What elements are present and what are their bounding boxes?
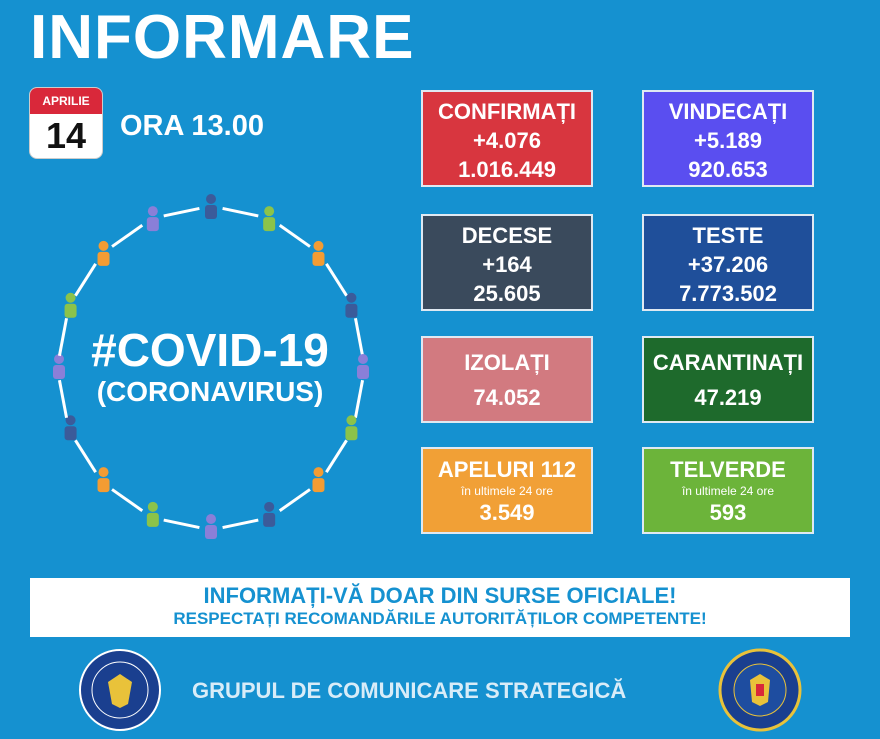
stat-delta: +37.206	[687, 252, 769, 277]
stat-label: APELURI 112	[437, 457, 577, 482]
stat-total: 3.549	[479, 500, 535, 525]
dsu-logo	[718, 648, 802, 732]
stat-total: 920.653	[688, 157, 768, 182]
banner-line-2: RESPECTAȚI RECOMANDĂRILE AUTORITĂȚILOR C…	[173, 609, 707, 628]
person-icon	[64, 292, 77, 318]
stat-label: TESTE	[692, 223, 764, 248]
arrow-icon	[57, 379, 69, 419]
person-icon	[205, 514, 217, 539]
arrow-icon	[222, 518, 259, 530]
stat-delta: +164	[482, 252, 532, 277]
person-icon	[312, 467, 325, 493]
arrow-icon	[353, 379, 365, 419]
footer-text: GRUPUL DE COMUNICARE STRATEGICĂ	[192, 678, 627, 703]
person-icon	[53, 354, 65, 379]
stat-box-carantina-i: CARANTINAȚI 47.219	[642, 336, 814, 423]
arrow-icon	[163, 206, 200, 218]
government-logo	[79, 649, 161, 731]
stat-label: IZOLAȚI	[464, 350, 550, 375]
covid-heading: #COVID-19 (CORONAVIRUS)	[60, 325, 360, 409]
person-icon	[146, 501, 159, 527]
stat-delta: +5.189	[694, 128, 762, 153]
stat-total: 74.052	[473, 385, 541, 410]
arrow-icon	[74, 439, 97, 473]
stat-delta: +4.076	[473, 128, 541, 153]
arrow-icon	[325, 439, 348, 473]
stat-total: 593	[709, 500, 747, 525]
stat-box-izola-i: IZOLAȚI 74.052	[421, 336, 593, 423]
arrow-icon	[163, 518, 200, 530]
arrow-icon	[111, 224, 144, 248]
person-icon	[97, 467, 110, 493]
person-icon	[312, 240, 325, 266]
time-label: ORA 13.00	[120, 110, 264, 142]
person-icon	[345, 292, 358, 318]
person-icon	[205, 194, 217, 219]
covid-hashtag: #COVID-19	[91, 324, 329, 376]
covid-subtitle: (CORONAVIRUS)	[96, 376, 324, 407]
stat-total: 47.219	[694, 385, 762, 410]
person-icon	[97, 240, 110, 266]
arrow-icon	[353, 317, 365, 357]
stat-box-apeluri-112: APELURI 112 în ultimele 24 ore 3.549	[421, 447, 593, 534]
person-icon	[263, 206, 276, 232]
calendar-month: APRILIE	[30, 88, 102, 114]
stat-label: TELVERDE	[670, 457, 786, 482]
stat-note: în ultimele 24 ore	[460, 484, 554, 498]
person-icon	[345, 415, 358, 441]
stat-label: VINDECAȚI	[668, 99, 788, 124]
stat-box-teste: TESTE +37.206 7.773.502	[642, 214, 814, 311]
arrow-icon	[222, 206, 259, 218]
stat-note: în ultimele 24 ore	[681, 484, 775, 498]
person-icon	[263, 501, 276, 527]
page-title: INFORMARE	[30, 3, 415, 72]
arrow-icon	[325, 263, 348, 297]
stat-box-decese: DECESE +164 25.605	[421, 214, 593, 311]
arrow-icon	[278, 488, 311, 512]
people-ring-illustration	[53, 194, 369, 539]
arrow-icon	[111, 488, 144, 512]
stat-box-confirma-i: CONFIRMAȚI +4.076 1.016.449	[421, 90, 593, 187]
arrow-icon	[57, 317, 69, 357]
banner-line-1: INFORMAȚI-VĂ DOAR DIN SURSE OFICIALE!	[203, 583, 677, 608]
stat-total: 1.016.449	[458, 157, 556, 182]
stat-total: 25.605	[473, 281, 541, 306]
stat-label: CARANTINAȚI	[652, 350, 804, 375]
calendar-day: 14	[45, 115, 87, 156]
calendar-icon: APRILIE 14	[29, 87, 103, 159]
person-icon	[64, 415, 77, 441]
stat-box-telverde: TELVERDE în ultimele 24 ore 593	[642, 447, 814, 534]
arrow-icon	[74, 263, 97, 297]
person-icon	[146, 206, 159, 232]
stat-label: DECESE	[461, 223, 553, 248]
arrow-icon	[278, 224, 311, 248]
stat-total: 7.773.502	[679, 281, 777, 306]
stat-label: CONFIRMAȚI	[437, 99, 577, 124]
person-icon	[357, 354, 369, 379]
official-sources-banner: INFORMAȚI-VĂ DOAR DIN SURSE OFICIALE! RE…	[30, 578, 850, 637]
stat-box-vindeca-i: VINDECAȚI +5.189 920.653	[642, 90, 814, 187]
